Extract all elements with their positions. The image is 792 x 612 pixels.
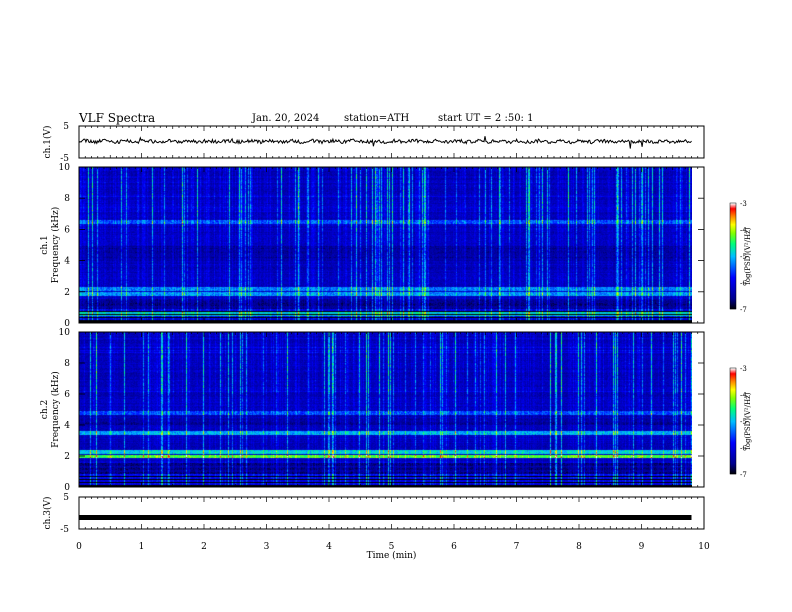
s1-colorbar bbox=[729, 202, 737, 310]
s2-ytick-2: 2 bbox=[64, 452, 70, 462]
ch2-spectrogram-heatmap bbox=[79, 332, 692, 487]
s1-cbtick--6: -6 bbox=[740, 280, 747, 288]
xtick-2: 2 bbox=[201, 542, 207, 552]
s1-ytick-0: 0 bbox=[64, 319, 70, 329]
s1-ytick-2: 2 bbox=[64, 288, 70, 298]
xtick-7: 7 bbox=[514, 542, 520, 552]
x-axis-label: Time (min) bbox=[367, 550, 417, 561]
xtick-6: 6 bbox=[451, 542, 457, 552]
s2-cbtick--3: -3 bbox=[740, 365, 747, 373]
s1-cbtick--5: -5 bbox=[740, 253, 747, 261]
s2-ytick-8: 8 bbox=[64, 359, 70, 369]
w1-ylabel: ch.1(V) bbox=[42, 126, 53, 159]
s1-ytick-4: 4 bbox=[64, 257, 70, 267]
s2-colorbar-label: log(PSD)(V²/Hz) bbox=[744, 392, 752, 449]
ch1-spectrogram-heatmap bbox=[79, 167, 692, 323]
s1-ytick-6: 6 bbox=[64, 225, 70, 235]
start-time-label: start UT = 2 :50: 1 bbox=[438, 113, 534, 124]
s1-cbtick--4: -4 bbox=[740, 227, 747, 235]
w3-ylabel: ch.3(V) bbox=[42, 497, 53, 530]
s2-cbtick--7: -7 bbox=[740, 471, 747, 479]
s1-colorbar-label: log(PSD)(V²/Hz) bbox=[744, 227, 752, 284]
s2-ytick-0: 0 bbox=[64, 483, 70, 493]
s2-ytick-4: 4 bbox=[64, 421, 70, 431]
s1-ylabel2: ch.1 bbox=[40, 235, 50, 254]
s2-cbtick--4: -4 bbox=[740, 392, 747, 400]
w3-ytick-top: 5 bbox=[63, 493, 69, 503]
xtick-10: 10 bbox=[698, 542, 710, 552]
s1-ylabel: Frequency (kHz) bbox=[50, 207, 61, 284]
s2-cbtick--5: -5 bbox=[740, 418, 747, 426]
s1-cbtick--3: -3 bbox=[740, 200, 747, 208]
s2-ylabel: Frequency (kHz) bbox=[50, 371, 61, 448]
xtick-0: 0 bbox=[76, 542, 82, 552]
s1-cbtick--7: -7 bbox=[740, 306, 747, 314]
s2-ytick-6: 6 bbox=[64, 390, 70, 400]
ch1-waveform-line bbox=[78, 136, 692, 149]
xtick-1: 1 bbox=[139, 542, 145, 552]
xtick-8: 8 bbox=[576, 542, 582, 552]
s2-ytick-10: 10 bbox=[59, 328, 71, 338]
w3-ytick-bottom: -5 bbox=[60, 525, 69, 535]
xtick-5: 5 bbox=[389, 542, 395, 552]
s1-ytick-8: 8 bbox=[64, 194, 70, 204]
s2-cbtick--6: -6 bbox=[740, 445, 747, 453]
date-label: Jan. 20, 2024 bbox=[252, 113, 320, 124]
s1-ytick-10: 10 bbox=[59, 163, 71, 173]
chart-title: VLF Spectra bbox=[79, 111, 156, 125]
w1-ytick-bottom: -5 bbox=[60, 154, 69, 164]
w1-ytick-top: 5 bbox=[63, 122, 69, 132]
s2-colorbar bbox=[729, 367, 737, 475]
xtick-9: 9 bbox=[639, 542, 645, 552]
xtick-4: 4 bbox=[326, 542, 332, 552]
xtick-3: 3 bbox=[264, 542, 270, 552]
s2-ylabel2: ch.2 bbox=[40, 400, 50, 419]
station-label: station=ATH bbox=[344, 113, 410, 124]
